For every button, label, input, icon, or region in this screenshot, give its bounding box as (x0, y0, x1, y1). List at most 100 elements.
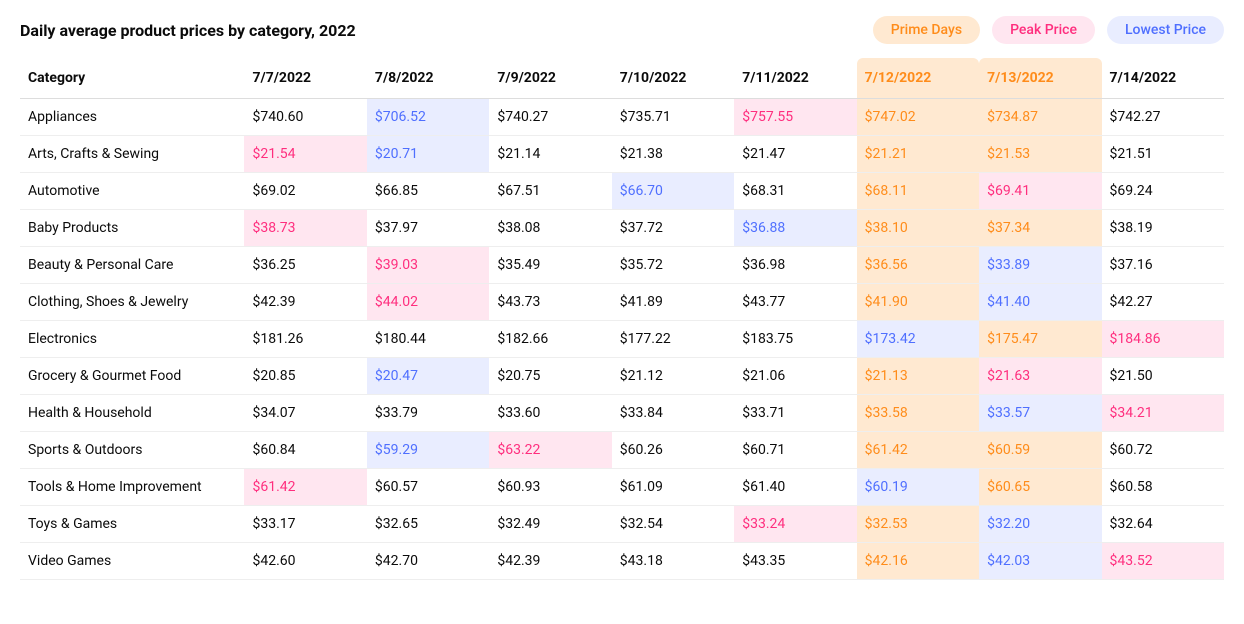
price-cell: $20.85 (244, 358, 366, 395)
price-cell: $33.60 (489, 395, 611, 432)
price-cell: $34.21 (1102, 395, 1224, 432)
price-cell: $42.60 (244, 543, 366, 580)
price-cell: $21.51 (1102, 136, 1224, 173)
price-cell: $742.27 (1102, 99, 1224, 136)
table-row: Electronics$181.26$180.44$182.66$177.22$… (20, 321, 1224, 358)
price-cell: $21.54 (244, 136, 366, 173)
price-cell: $60.72 (1102, 432, 1224, 469)
price-cell: $21.63 (979, 358, 1101, 395)
price-cell: $33.24 (734, 506, 856, 543)
category-cell: Electronics (20, 321, 244, 358)
price-cell: $60.93 (489, 469, 611, 506)
legend-pill: Peak Price (992, 16, 1095, 44)
price-cell: $32.64 (1102, 506, 1224, 543)
price-cell: $21.53 (979, 136, 1101, 173)
price-cell: $60.26 (612, 432, 734, 469)
price-cell: $43.73 (489, 284, 611, 321)
price-cell: $39.03 (367, 247, 489, 284)
category-cell: Arts, Crafts & Sewing (20, 136, 244, 173)
price-cell: $37.97 (367, 210, 489, 247)
col-header-category: Category (20, 58, 244, 99)
price-cell: $69.41 (979, 173, 1101, 210)
price-cell: $38.10 (857, 210, 979, 247)
price-cell: $42.39 (489, 543, 611, 580)
table-row: Clothing, Shoes & Jewelry$42.39$44.02$43… (20, 284, 1224, 321)
table-row: Tools & Home Improvement$61.42$60.57$60.… (20, 469, 1224, 506)
price-cell: $43.52 (1102, 543, 1224, 580)
price-cell: $747.02 (857, 99, 979, 136)
category-cell: Health & Household (20, 395, 244, 432)
price-cell: $68.31 (734, 173, 856, 210)
price-cell: $59.29 (367, 432, 489, 469)
price-cell: $183.75 (734, 321, 856, 358)
col-header-date: 7/14/2022 (1102, 58, 1224, 99)
price-cell: $180.44 (367, 321, 489, 358)
header-row: Daily average product prices by category… (20, 16, 1224, 44)
price-cell: $44.02 (367, 284, 489, 321)
legend: Prime Days Peak Price Lowest Price (873, 16, 1224, 44)
price-cell: $61.09 (612, 469, 734, 506)
price-cell: $38.08 (489, 210, 611, 247)
price-cell: $32.20 (979, 506, 1101, 543)
price-cell: $21.12 (612, 358, 734, 395)
price-cell: $173.42 (857, 321, 979, 358)
price-cell: $36.25 (244, 247, 366, 284)
price-cell: $21.14 (489, 136, 611, 173)
price-cell: $33.79 (367, 395, 489, 432)
price-cell: $42.39 (244, 284, 366, 321)
price-cell: $33.89 (979, 247, 1101, 284)
price-cell: $43.77 (734, 284, 856, 321)
col-header-date: 7/7/2022 (244, 58, 366, 99)
price-cell: $757.55 (734, 99, 856, 136)
legend-pill: Prime Days (873, 16, 980, 44)
col-header-date: 7/13/2022 (979, 58, 1101, 99)
price-cell: $21.50 (1102, 358, 1224, 395)
price-cell: $37.34 (979, 210, 1101, 247)
price-cell: $42.16 (857, 543, 979, 580)
category-cell: Beauty & Personal Care (20, 247, 244, 284)
price-cell: $42.27 (1102, 284, 1224, 321)
price-cell: $36.88 (734, 210, 856, 247)
price-cell: $35.49 (489, 247, 611, 284)
col-header-date: 7/8/2022 (367, 58, 489, 99)
price-cell: $32.54 (612, 506, 734, 543)
category-cell: Sports & Outdoors (20, 432, 244, 469)
col-header-date: 7/10/2022 (612, 58, 734, 99)
price-cell: $184.86 (1102, 321, 1224, 358)
category-cell: Baby Products (20, 210, 244, 247)
price-cell: $33.58 (857, 395, 979, 432)
price-cell: $734.87 (979, 99, 1101, 136)
category-cell: Tools & Home Improvement (20, 469, 244, 506)
legend-pill: Lowest Price (1107, 16, 1224, 44)
table-body: Appliances$740.60$706.52$740.27$735.71$7… (20, 99, 1224, 580)
price-cell: $740.60 (244, 99, 366, 136)
price-cell: $69.02 (244, 173, 366, 210)
price-cell: $175.47 (979, 321, 1101, 358)
price-cell: $32.53 (857, 506, 979, 543)
price-table: Category7/7/20227/8/20227/9/20227/10/202… (20, 58, 1224, 580)
table-row: Toys & Games$33.17$32.65$32.49$32.54$33.… (20, 506, 1224, 543)
table-row: Grocery & Gourmet Food$20.85$20.47$20.75… (20, 358, 1224, 395)
price-cell: $41.89 (612, 284, 734, 321)
table-row: Sports & Outdoors$60.84$59.29$63.22$60.2… (20, 432, 1224, 469)
price-cell: $37.72 (612, 210, 734, 247)
price-cell: $21.38 (612, 136, 734, 173)
price-cell: $32.65 (367, 506, 489, 543)
price-cell: $181.26 (244, 321, 366, 358)
price-cell: $36.56 (857, 247, 979, 284)
table-row: Health & Household$34.07$33.79$33.60$33.… (20, 395, 1224, 432)
table-row: Automotive$69.02$66.85$67.51$66.70$68.31… (20, 173, 1224, 210)
col-header-date: 7/12/2022 (857, 58, 979, 99)
category-cell: Clothing, Shoes & Jewelry (20, 284, 244, 321)
price-cell: $21.06 (734, 358, 856, 395)
price-cell: $177.22 (612, 321, 734, 358)
category-cell: Appliances (20, 99, 244, 136)
category-cell: Toys & Games (20, 506, 244, 543)
price-cell: $68.11 (857, 173, 979, 210)
price-cell: $38.19 (1102, 210, 1224, 247)
price-cell: $37.16 (1102, 247, 1224, 284)
category-cell: Grocery & Gourmet Food (20, 358, 244, 395)
price-cell: $60.58 (1102, 469, 1224, 506)
price-cell: $66.85 (367, 173, 489, 210)
table-row: Appliances$740.60$706.52$740.27$735.71$7… (20, 99, 1224, 136)
